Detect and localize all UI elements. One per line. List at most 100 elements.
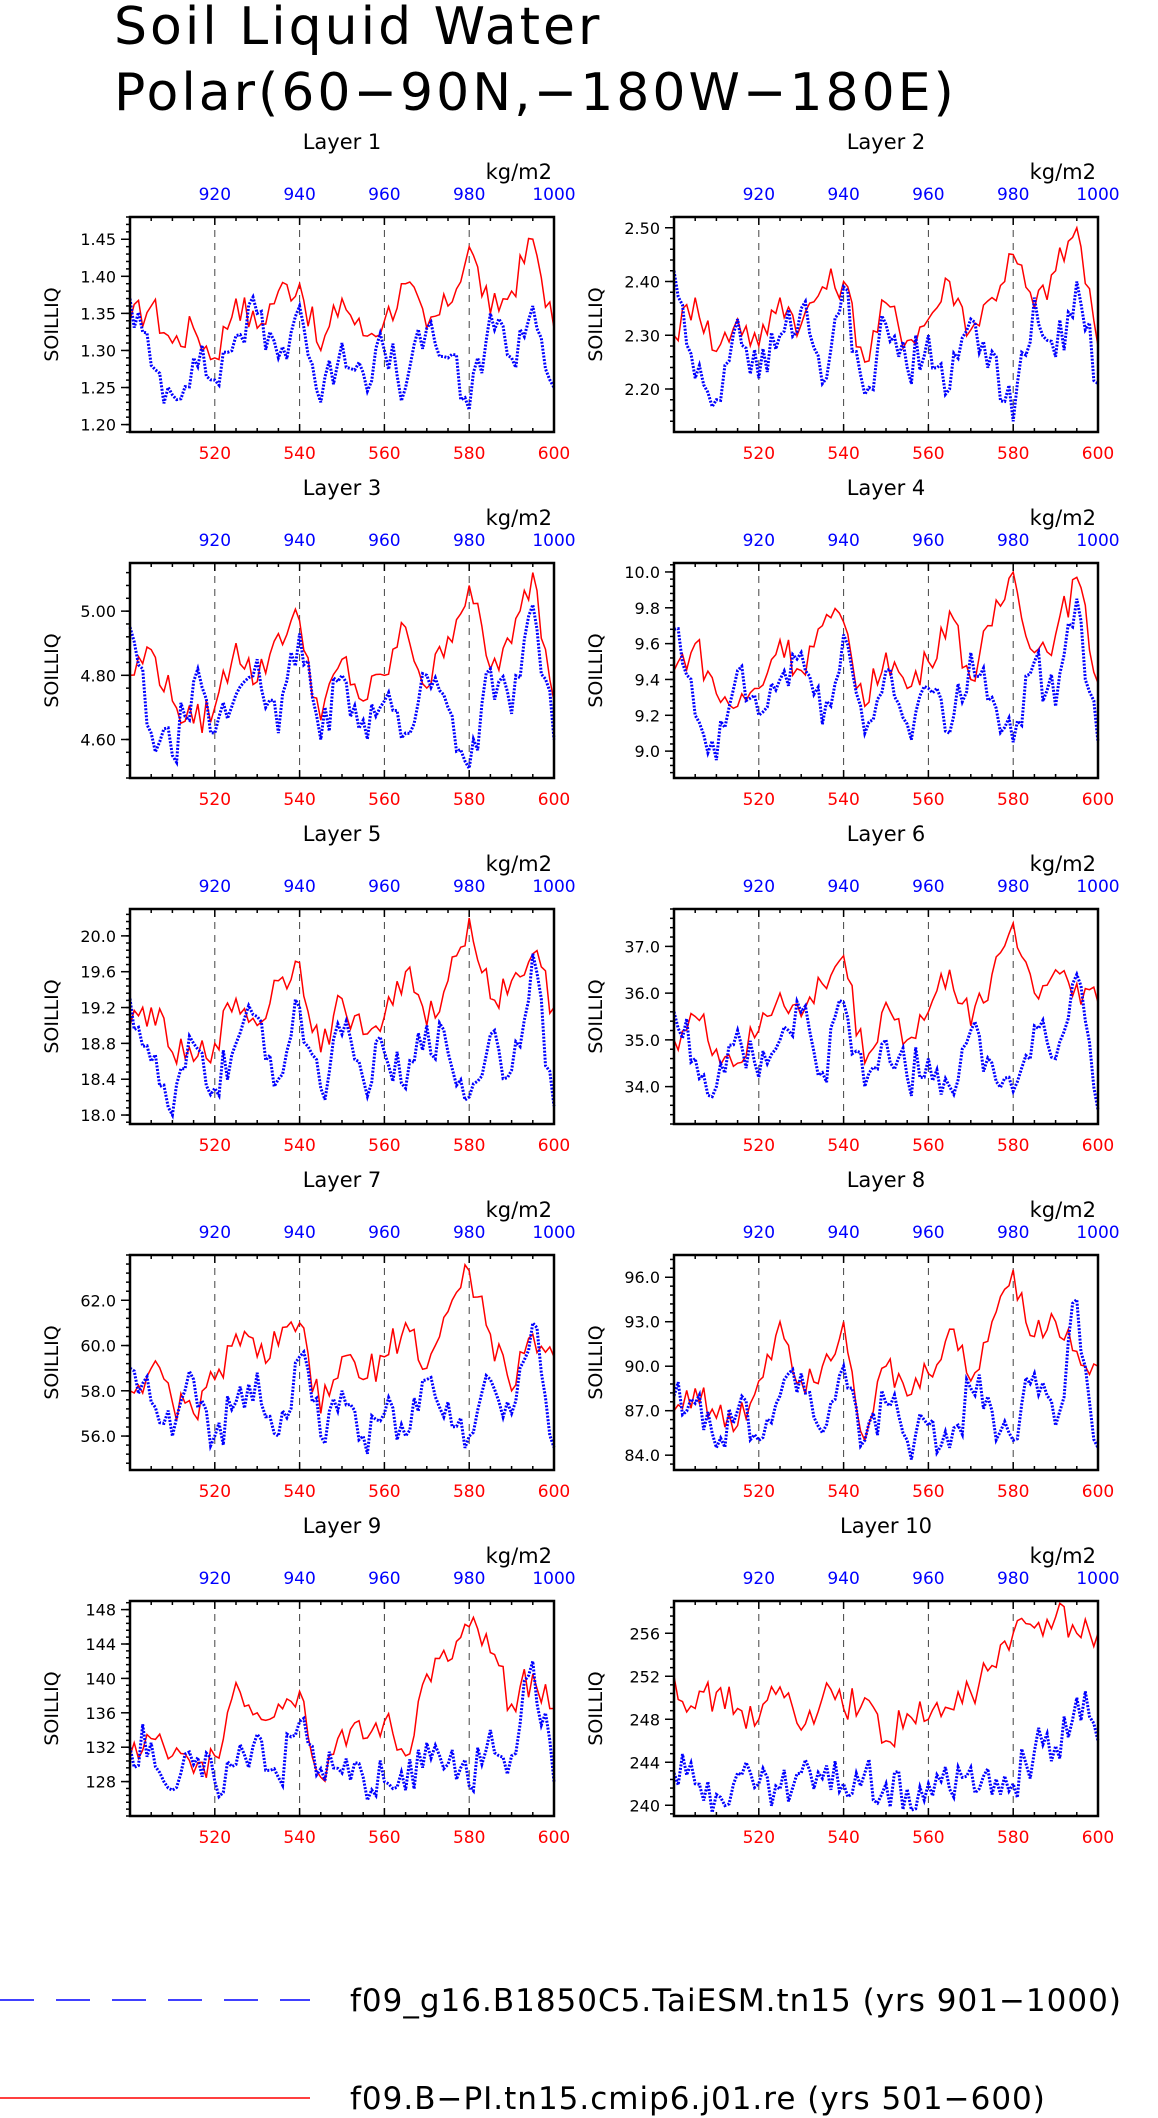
y-tick-label: 5.00 (80, 602, 116, 621)
plot-frame (128, 907, 556, 1126)
panel-3: Layer 3 kg/m2 SOILLIQ 520 540 560 580 600 920 940… (41, 476, 576, 810)
top-x-tick-label: 960 (368, 1223, 400, 1243)
top-x-tick-label: 920 (743, 877, 775, 897)
top-x-tick-label: 940 (283, 1223, 315, 1243)
top-x-tick-label: 920 (743, 1569, 775, 1589)
series-cmip6-line (129, 572, 555, 734)
x-tick-label: 560 (912, 1136, 944, 1156)
units-label: kg/m2 (1030, 852, 1096, 876)
y-tick-label: 18.4 (80, 1070, 116, 1089)
x-tick-label: 600 (538, 444, 570, 464)
series-cmip6-line (673, 1269, 1099, 1443)
y-tick-label: 256 (629, 1624, 660, 1643)
y-tick-label: 4.60 (80, 730, 116, 749)
x-tick-label: 560 (912, 790, 944, 810)
x-tick-label: 520 (743, 1828, 775, 1848)
y-tick-label: 96.0 (624, 1268, 660, 1287)
x-tick-label: 580 (453, 444, 485, 464)
top-x-tick-label: 920 (199, 877, 231, 897)
x-tick-label: 580 (997, 444, 1029, 464)
y-tick-label: 84.0 (624, 1446, 660, 1465)
x-tick-label: 520 (743, 1482, 775, 1502)
x-tick-label: 540 (283, 444, 315, 464)
panel-title: Layer 9 (303, 1514, 382, 1538)
y-tick-label: 132 (85, 1738, 116, 1757)
figure-title-line-1: Soil Liquid Water (114, 0, 602, 57)
y-tick-label: 252 (629, 1667, 660, 1686)
y-tick-label: 90.0 (624, 1357, 660, 1376)
panel-title: Layer 7 (303, 1168, 382, 1192)
units-label: kg/m2 (1030, 1198, 1096, 1222)
x-tick-label: 540 (827, 1828, 859, 1848)
x-tick-label: 580 (453, 1828, 485, 1848)
top-x-tick-label: 960 (912, 1569, 944, 1589)
units-label: kg/m2 (1030, 160, 1096, 184)
y-tick-label: 2.40 (624, 273, 660, 292)
top-x-tick-label: 940 (283, 1569, 315, 1589)
y-axis-label: SOILLIQ (41, 1325, 63, 1399)
x-tick-label: 520 (199, 1828, 231, 1848)
y-tick-label: 34.0 (624, 1078, 660, 1097)
panel-title: Layer 3 (303, 476, 382, 500)
y-tick-label: 19.6 (80, 963, 116, 982)
panel-5: Layer 5 kg/m2 SOILLIQ 520 540 560 580 600 920 940… (41, 822, 576, 1156)
y-tick-label: 62.0 (80, 1291, 116, 1310)
y-tick-label: 58.0 (80, 1382, 116, 1401)
y-axis-label: SOILLIQ (41, 1671, 63, 1745)
top-x-tick-label: 1000 (532, 1569, 575, 1589)
x-tick-label: 540 (827, 444, 859, 464)
top-x-tick-label: 940 (827, 1569, 859, 1589)
y-axis-label: SOILLIQ (585, 633, 607, 707)
series-taiesm-line (672, 1296, 1100, 1460)
series-taiesm-line (672, 270, 1099, 422)
series-cmip6-line (129, 917, 555, 1067)
top-x-tick-label: 920 (199, 1223, 231, 1243)
legend: f09_g16.B1850C5.TaiESM.tn15 (yrs 901−100… (0, 1983, 1121, 2117)
panel-8: Layer 8 kg/m2 SOILLIQ 520 540 560 580 600 920 940… (585, 1168, 1120, 1502)
y-tick-label: 20.0 (80, 927, 116, 946)
panel-7: Layer 7 kg/m2 SOILLIQ 520 540 560 580 600 920 940… (41, 1168, 576, 1502)
top-x-tick-label: 940 (827, 531, 859, 551)
y-tick-label: 60.0 (80, 1337, 116, 1356)
top-x-tick-label: 1000 (1076, 1569, 1119, 1589)
units-label: kg/m2 (486, 160, 552, 184)
y-tick-label: 93.0 (624, 1313, 660, 1332)
top-x-tick-label: 1000 (1076, 1223, 1119, 1243)
top-x-tick-label: 1000 (1076, 877, 1119, 897)
x-tick-label: 560 (368, 1482, 400, 1502)
y-tick-label: 2.50 (624, 219, 660, 238)
figure-title-line-2: Polar(60−90N,−180W−180E) (114, 63, 957, 123)
series-taiesm-line (128, 293, 556, 411)
series-cmip6-line (673, 225, 1099, 364)
plot-frame (672, 907, 1100, 1126)
y-tick-label: 9.4 (635, 670, 660, 689)
x-tick-label: 600 (538, 790, 570, 810)
y-tick-label: 10.0 (624, 563, 660, 582)
plot-frame (672, 1253, 1100, 1472)
y-tick-label: 1.30 (80, 341, 116, 360)
top-x-tick-label: 960 (912, 185, 944, 205)
top-x-tick-label: 1000 (1076, 185, 1119, 205)
x-tick-label: 580 (997, 790, 1029, 810)
y-tick-label: 36.0 (624, 984, 660, 1003)
x-tick-label: 540 (283, 790, 315, 810)
panel-6: Layer 6 kg/m2 SOILLIQ 520 540 560 580 600 920 940… (585, 822, 1120, 1156)
series-cmip6-line (673, 1602, 1099, 1749)
y-tick-label: 9.0 (635, 742, 660, 761)
x-tick-label: 600 (1082, 444, 1114, 464)
top-x-tick-label: 920 (743, 185, 775, 205)
units-label: kg/m2 (1030, 1544, 1096, 1568)
x-tick-label: 560 (912, 444, 944, 464)
top-x-tick-label: 940 (827, 877, 859, 897)
y-axis-label: SOILLIQ (585, 1325, 607, 1399)
top-x-tick-label: 1000 (1076, 531, 1119, 551)
series-cmip6-line (673, 570, 1099, 710)
x-tick-label: 600 (538, 1482, 570, 1502)
x-tick-label: 520 (743, 790, 775, 810)
top-x-tick-label: 980 (453, 1569, 485, 1589)
top-x-tick-label: 960 (912, 531, 944, 551)
y-axis-label: SOILLIQ (41, 979, 63, 1053)
panel-1: Layer 1 kg/m2 SOILLIQ 520 540 560 580 600 920 940… (41, 130, 576, 464)
y-tick-label: 136 (85, 1704, 116, 1723)
